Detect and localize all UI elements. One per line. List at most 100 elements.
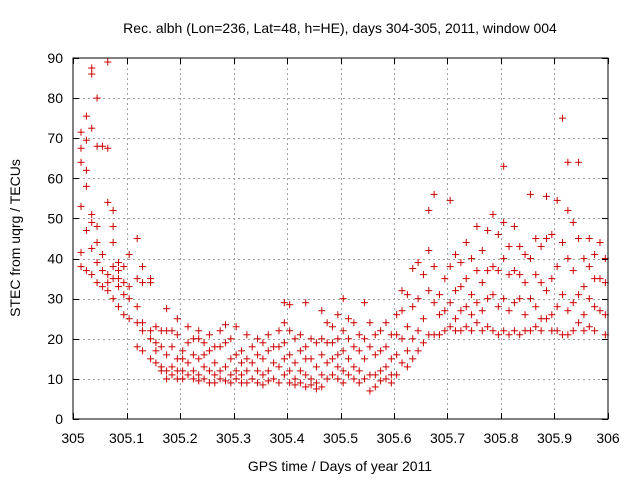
x-tick-label: 305.6: [376, 430, 411, 446]
data-point: [238, 347, 246, 355]
data-point: [88, 245, 96, 253]
data-point: [591, 327, 599, 335]
data-point: [114, 267, 122, 275]
data-point: [77, 144, 85, 152]
data-point: [532, 303, 540, 311]
data-point: [280, 355, 288, 363]
data-point: [585, 263, 593, 271]
data-point: [468, 255, 476, 263]
data-point: [254, 335, 262, 343]
data-point: [302, 371, 310, 379]
data-point: [109, 206, 117, 214]
data-point: [452, 287, 460, 295]
data-point: [468, 327, 476, 335]
data-point: [259, 371, 267, 379]
data-point: [125, 295, 133, 303]
data-point: [88, 210, 96, 218]
data-point: [334, 335, 342, 343]
data-point: [200, 375, 208, 383]
data-point: [500, 255, 508, 263]
data-point: [361, 299, 369, 307]
data-point: [179, 375, 187, 383]
data-point: [259, 355, 267, 363]
data-point: [184, 359, 192, 367]
data-point: [139, 347, 147, 355]
data-point: [179, 367, 187, 375]
data-point: [195, 355, 203, 363]
data-point: [125, 283, 133, 291]
data-point: [286, 351, 294, 359]
data-point: [505, 331, 513, 339]
data-point: [163, 367, 171, 375]
data-point: [505, 271, 513, 279]
data-point: [291, 359, 299, 367]
data-point: [516, 271, 524, 279]
data-point: [494, 267, 502, 275]
data-point: [152, 359, 160, 367]
data-point: [216, 327, 224, 335]
data-point: [133, 343, 141, 351]
data-point: [542, 192, 550, 200]
data-point: [393, 311, 401, 319]
data-point: [371, 383, 379, 391]
data-point: [435, 331, 443, 339]
data-point: [580, 255, 588, 263]
data-point: [334, 375, 342, 383]
x-tick-label: 305.8: [483, 430, 518, 446]
data-point: [254, 379, 262, 387]
data-point: [147, 335, 155, 343]
data-point: [173, 315, 181, 323]
x-axis-label: GPS time / Days of year 2011: [248, 458, 432, 474]
x-tick-label: 305.3: [216, 430, 251, 446]
data-point: [537, 279, 545, 287]
data-point: [478, 307, 486, 315]
data-point: [484, 226, 492, 234]
data-point: [307, 355, 315, 363]
data-point: [334, 363, 342, 371]
data-point: [350, 375, 358, 383]
data-point: [371, 371, 379, 379]
data-point: [393, 371, 401, 379]
data-point: [596, 275, 604, 283]
data-point: [248, 375, 256, 383]
data-point: [264, 331, 272, 339]
y-tick-label: 50: [47, 210, 63, 226]
data-point: [425, 247, 433, 255]
data-point: [355, 367, 363, 375]
data-point: [553, 303, 561, 311]
data-point: [125, 315, 133, 323]
data-point: [553, 263, 561, 271]
data-point: [569, 267, 577, 275]
x-tick-label: 305.1: [109, 430, 144, 446]
data-point: [419, 271, 427, 279]
data-point: [446, 323, 454, 331]
data-point: [312, 385, 320, 393]
data-point: [345, 315, 353, 323]
data-point: [318, 351, 326, 359]
data-point: [532, 235, 540, 242]
data-point: [104, 144, 112, 152]
data-point: [216, 343, 224, 351]
data-point: [559, 239, 567, 247]
data-point: [419, 315, 427, 323]
data-point: [82, 166, 90, 174]
data-point: [500, 218, 508, 226]
data-point: [403, 363, 411, 371]
data-point: [93, 259, 101, 267]
data-point: [575, 158, 583, 166]
data-point: [548, 275, 556, 283]
data-point: [264, 377, 272, 385]
data-point: [403, 323, 411, 331]
data-point: [312, 363, 320, 371]
data-point: [200, 351, 208, 359]
data-point: [596, 307, 604, 315]
data-point: [569, 218, 577, 226]
data-point: [564, 206, 572, 214]
data-point: [205, 367, 213, 375]
data-point: [286, 301, 294, 309]
data-point: [462, 275, 470, 283]
data-point: [184, 323, 192, 331]
data-point: [564, 331, 572, 339]
data-point: [575, 291, 583, 299]
data-point: [98, 283, 106, 291]
